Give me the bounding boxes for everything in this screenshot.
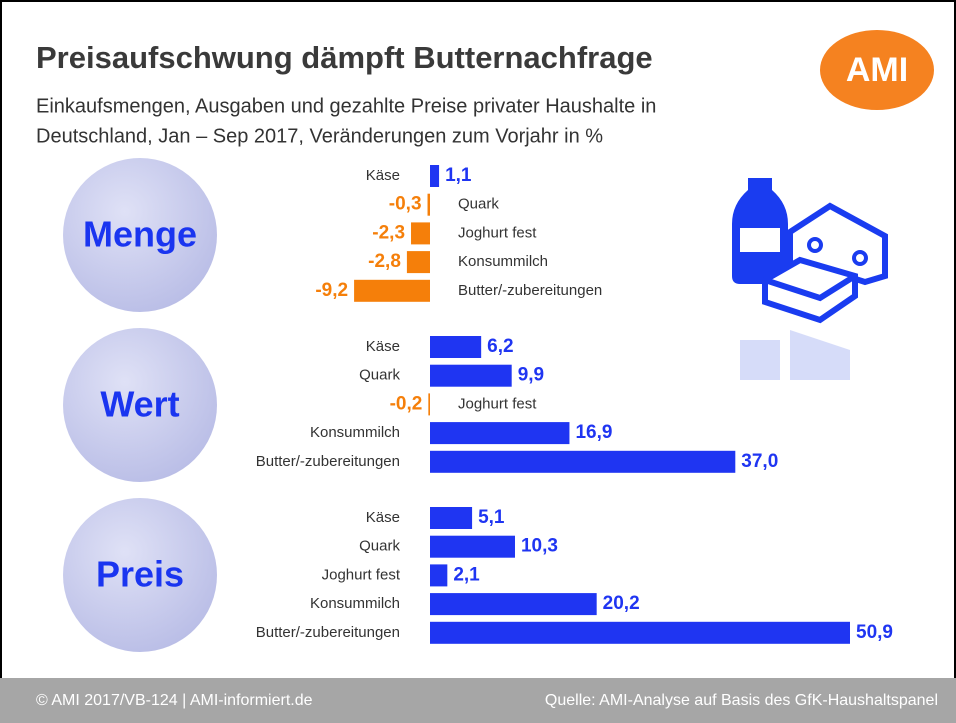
- value-label: -2,8: [368, 251, 401, 272]
- category-label: Quark: [359, 367, 400, 384]
- group-title: Preis: [96, 554, 184, 595]
- bar: [430, 536, 515, 558]
- value-label: 10,3: [521, 536, 558, 557]
- chart: Preisaufschwung dämpft Butternachfrage E…: [0, 0, 956, 723]
- value-label: 1,1: [445, 165, 472, 186]
- value-label: 37,0: [741, 451, 778, 472]
- footer-left: © AMI 2017/VB-124 | AMI-informiert.de: [36, 692, 313, 709]
- category-label: Konsummilch: [310, 424, 400, 441]
- value-label: -0,3: [389, 194, 422, 215]
- value-label: 50,9: [856, 622, 893, 643]
- value-label: 20,2: [603, 593, 640, 614]
- category-label: Konsummilch: [458, 253, 548, 270]
- bar: [430, 593, 597, 615]
- value-label: 9,9: [518, 365, 544, 386]
- category-label: Konsummilch: [310, 595, 400, 612]
- value-label: 2,1: [453, 564, 480, 585]
- category-label: Joghurt fest: [322, 566, 401, 583]
- value-label: 16,9: [575, 422, 612, 443]
- category-label: Käse: [366, 509, 400, 526]
- category-label: Butter/-zubereitungen: [256, 453, 400, 470]
- category-label: Quark: [359, 538, 400, 555]
- bar: [430, 507, 472, 529]
- bar: [411, 222, 430, 244]
- bar: [430, 165, 439, 187]
- category-label: Butter/-zubereitungen: [458, 282, 602, 299]
- category-label: Joghurt fest: [458, 224, 537, 241]
- category-label: Quark: [458, 196, 499, 213]
- footer-right: Quelle: AMI-Analyse auf Basis des GfK-Ha…: [545, 692, 938, 709]
- logo-text: AMI: [846, 51, 908, 89]
- bar: [407, 251, 430, 273]
- subtitle: Einkaufsmengen, Ausgaben und gezahlte Pr…: [36, 95, 656, 117]
- group-title: Wert: [100, 384, 179, 425]
- bar: [430, 622, 850, 644]
- value-label: -2,3: [372, 222, 405, 243]
- value-label: -9,2: [315, 280, 348, 301]
- value-label: 6,2: [487, 336, 513, 357]
- group-title: Menge: [83, 214, 197, 255]
- value-label: 5,1: [478, 507, 505, 528]
- category-label: Joghurt fest: [458, 395, 537, 412]
- bar: [430, 365, 512, 387]
- bar: [428, 194, 430, 216]
- subtitle: Deutschland, Jan – Sep 2017, Veränderung…: [36, 125, 603, 147]
- bar: [428, 393, 430, 415]
- title: Preisaufschwung dämpft Butternachfrage: [36, 40, 653, 75]
- category-label: Butter/-zubereitungen: [256, 624, 400, 641]
- category-label: Käse: [366, 167, 400, 184]
- bar: [354, 280, 430, 302]
- bar: [430, 336, 481, 358]
- bar: [430, 422, 569, 444]
- value-label: -0,2: [390, 393, 423, 414]
- bar: [430, 451, 735, 473]
- bar: [430, 564, 447, 586]
- category-label: Käse: [366, 338, 400, 355]
